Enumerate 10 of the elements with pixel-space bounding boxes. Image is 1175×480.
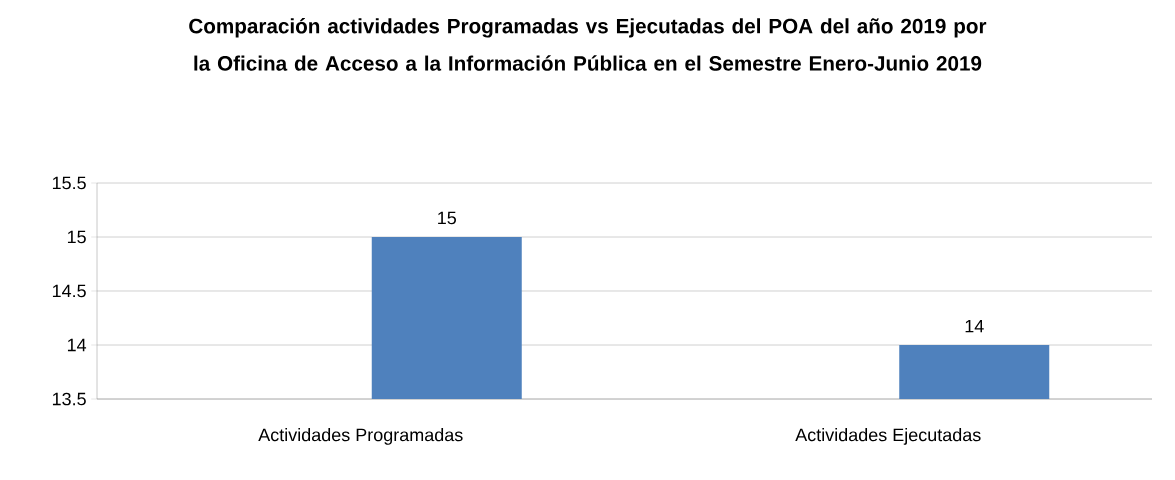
- y-tick-label: 14.5: [52, 284, 86, 298]
- y-tick-label: 14: [67, 338, 87, 352]
- y-tick-label: 13.5: [52, 392, 86, 406]
- data-label: 15: [438, 211, 457, 225]
- x-tick-label: Actividades Ejecutadas: [795, 428, 981, 445]
- data-label: 14: [965, 319, 984, 333]
- y-tick-label: 15: [67, 230, 86, 244]
- x-tick-label: Actividades Programadas: [258, 428, 463, 445]
- chart-title: Comparación actividades Programadas vs Ejecutadas del POA del año 2019 por la Oficina de Acceso a la Información Pública en el Semestre Enero-Junio 2019: [189, 18, 987, 71]
- y-tick-label: 15.5: [52, 176, 86, 190]
